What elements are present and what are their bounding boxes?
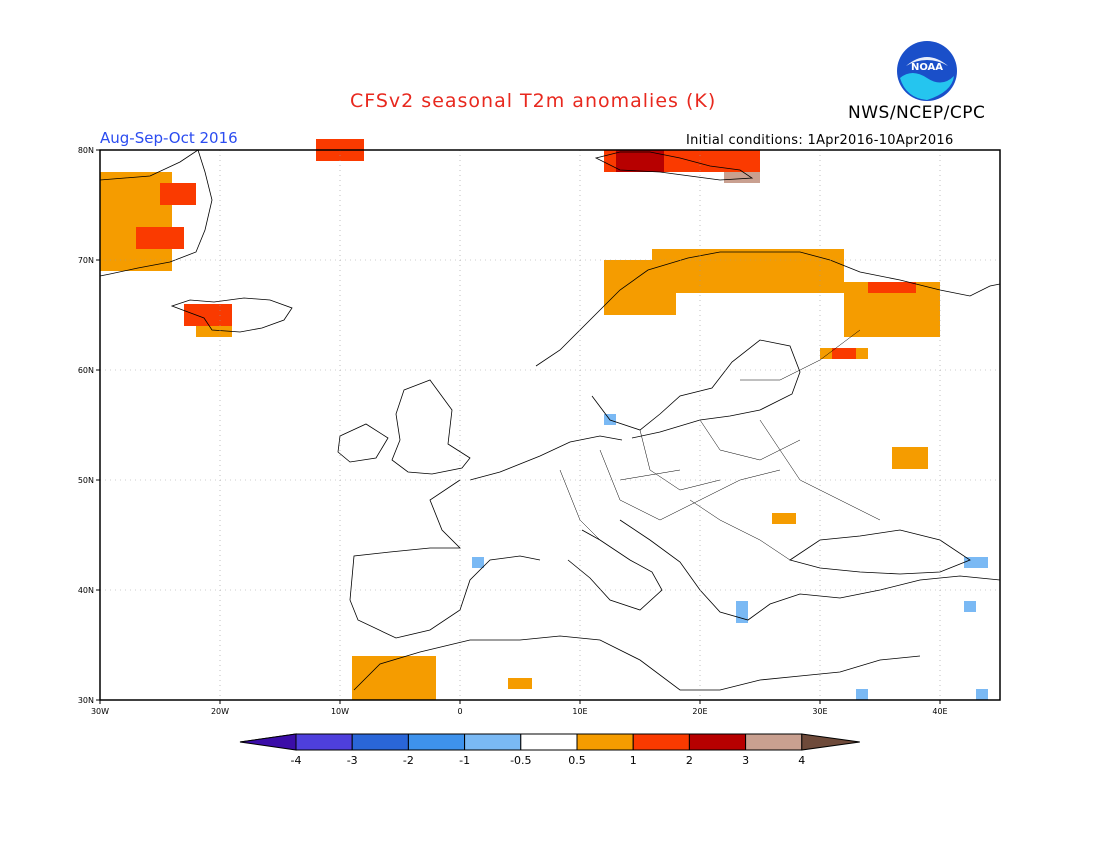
anomaly-cell bbox=[964, 601, 976, 612]
anomaly-cell bbox=[136, 227, 184, 249]
anomaly-cell bbox=[892, 447, 928, 469]
anomaly-cell bbox=[832, 348, 856, 359]
lat-tick-label: 60N bbox=[78, 366, 94, 375]
colorbar: -4 -3 -2 -1 -0.5 0.5 1 2 3 4 bbox=[239, 733, 860, 767]
lat-tick-label: 70N bbox=[78, 256, 94, 265]
anomaly-cells bbox=[100, 139, 988, 700]
gridlines bbox=[100, 150, 1000, 700]
lat-tick-label: 50N bbox=[78, 476, 94, 485]
lon-tick-label: 0 bbox=[457, 707, 462, 716]
anomaly-cell bbox=[652, 249, 844, 293]
anomaly-cell bbox=[964, 557, 988, 568]
map-title: CFSv2 seasonal T2m anomalies (K) bbox=[350, 90, 717, 112]
greenland-coast bbox=[99, 149, 213, 277]
lon-tick-label: 20E bbox=[692, 707, 707, 716]
lon-tick-label: 10W bbox=[331, 707, 349, 716]
anomaly-cell bbox=[856, 689, 868, 700]
svg-text:NOAA: NOAA bbox=[911, 62, 943, 73]
lon-tick-label: 30E bbox=[812, 707, 827, 716]
map-frame bbox=[99, 149, 1001, 701]
axis-ticks: 80N 70N 60N 50N 40N 30N 30W 20W 10W 0 10E 20E 30E 40E bbox=[78, 146, 948, 716]
colorbar-label: 2 bbox=[686, 754, 693, 767]
anomaly-cell bbox=[472, 557, 484, 568]
anomaly-cell bbox=[508, 678, 532, 689]
lat-tick-label: 30N bbox=[78, 696, 94, 705]
colorbar-label: -4 bbox=[291, 754, 302, 767]
colorbar-label: 3 bbox=[742, 754, 749, 767]
lon-tick-label: 10E bbox=[572, 707, 587, 716]
colorbar-arrow-high bbox=[801, 733, 860, 751]
colorbar-segment bbox=[351, 733, 409, 751]
colorbar-segment bbox=[745, 733, 803, 751]
colorbar-segment bbox=[632, 733, 690, 751]
agency-label: NWS/NCEP/CPC bbox=[848, 103, 986, 123]
baltic-coast bbox=[591, 339, 801, 439]
colorbar-label: 0.5 bbox=[568, 754, 586, 767]
colorbar-label: 4 bbox=[798, 754, 805, 767]
colorbar-label: -1 bbox=[459, 754, 470, 767]
balkans-coast bbox=[619, 519, 1001, 621]
iceland-coast bbox=[170, 297, 293, 333]
initial-conditions-label: Initial conditions: 1Apr2016-10Apr2016 bbox=[686, 133, 954, 148]
lon-tick-label: 40E bbox=[932, 707, 947, 716]
anomaly-cell bbox=[868, 282, 916, 293]
anomaly-cell bbox=[196, 326, 232, 337]
colorbar-label: -3 bbox=[347, 754, 358, 767]
ireland-coast bbox=[337, 423, 389, 463]
continent-west-coast bbox=[349, 435, 623, 639]
colorbar-segment bbox=[295, 733, 353, 751]
colorbar-segment bbox=[407, 733, 466, 751]
anomaly-cell bbox=[160, 183, 196, 205]
colorbar-segment bbox=[464, 733, 522, 751]
colorbar-segment bbox=[520, 733, 578, 751]
lat-tick-label: 80N bbox=[78, 146, 94, 155]
coastlines bbox=[99, 149, 1001, 691]
lon-tick-label: 30W bbox=[91, 707, 109, 716]
colorbar-label: -2 bbox=[403, 754, 414, 767]
noaa-logo-icon: NOAA bbox=[897, 41, 957, 101]
colorbar-label: 1 bbox=[630, 754, 637, 767]
anomaly-cell bbox=[976, 689, 988, 700]
anomaly-cell bbox=[772, 513, 796, 524]
country-borders bbox=[559, 329, 881, 561]
colorbar-arrow-low-shape bbox=[239, 733, 297, 751]
britain-coast bbox=[391, 379, 471, 475]
colorbar-segment bbox=[688, 733, 747, 751]
colorbar-segment bbox=[576, 733, 634, 751]
anomaly-cell bbox=[184, 304, 232, 326]
anomaly-cell bbox=[352, 656, 436, 700]
season-label: Aug-Sep-Oct 2016 bbox=[100, 129, 238, 147]
svalbard-coast bbox=[594, 151, 754, 181]
black-sea-coast bbox=[789, 529, 971, 575]
colorbar-label: -0.5 bbox=[510, 754, 531, 767]
anomaly-cell bbox=[724, 172, 760, 183]
scandinavia-coast bbox=[535, 251, 1001, 367]
lat-tick-label: 40N bbox=[78, 586, 94, 595]
lon-tick-label: 20W bbox=[211, 707, 229, 716]
anomaly-cell bbox=[616, 150, 664, 172]
italy-coast bbox=[567, 529, 663, 611]
north-africa-coast bbox=[353, 635, 921, 691]
